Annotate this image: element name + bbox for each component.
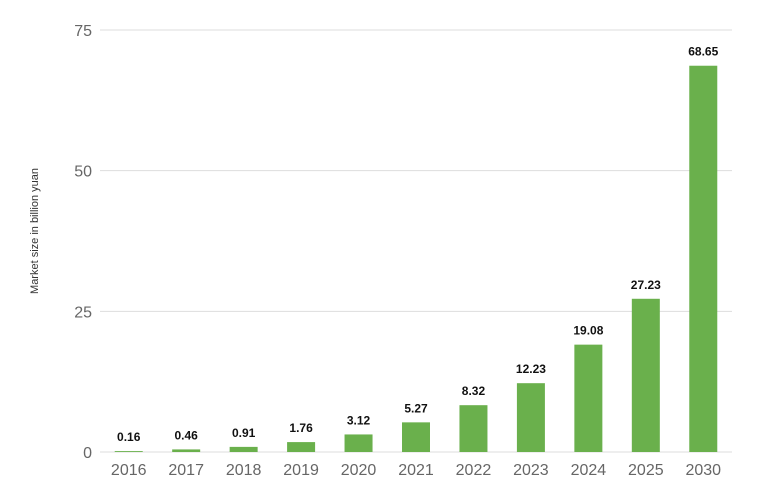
bar bbox=[344, 434, 373, 452]
x-tick-label: 2020 bbox=[341, 462, 377, 479]
bar bbox=[689, 65, 718, 452]
data-label: 0.16 bbox=[117, 430, 141, 444]
data-label: 3.12 bbox=[347, 413, 371, 427]
bar bbox=[287, 442, 316, 452]
x-tick-label: 2016 bbox=[111, 462, 147, 479]
x-tick-label: 2023 bbox=[513, 462, 549, 479]
data-label: 0.46 bbox=[175, 428, 199, 442]
x-tick-label: 2022 bbox=[456, 462, 492, 479]
bar bbox=[574, 344, 603, 452]
bar bbox=[459, 405, 488, 452]
y-tick-label: 75 bbox=[74, 23, 92, 40]
x-tick-label: 2025 bbox=[628, 462, 664, 479]
bar bbox=[229, 446, 258, 452]
data-label: 8.32 bbox=[462, 384, 486, 398]
bar bbox=[631, 298, 660, 452]
data-label: 19.08 bbox=[573, 324, 603, 338]
data-label: 27.23 bbox=[631, 278, 661, 292]
y-axis-ticks: 0 25 50 75 bbox=[74, 23, 92, 462]
data-label: 5.27 bbox=[404, 401, 428, 415]
bar bbox=[402, 422, 430, 452]
bars bbox=[114, 65, 718, 452]
data-labels: 0.16 0.46 0.91 1.76 3.12 5.27 8.32 12.23 19.08 27… bbox=[117, 45, 719, 444]
y-tick-label: 50 bbox=[74, 164, 92, 181]
y-tick-label: 0 bbox=[83, 445, 92, 462]
data-label: 1.76 bbox=[289, 421, 313, 435]
data-label: 0.91 bbox=[232, 426, 256, 440]
data-label: 12.23 bbox=[516, 362, 546, 376]
x-tick-label: 2030 bbox=[685, 462, 721, 479]
data-label: 68.65 bbox=[688, 45, 718, 59]
x-tick-label: 2021 bbox=[398, 462, 434, 479]
x-tick-label: 2017 bbox=[168, 462, 204, 479]
bar bbox=[516, 383, 545, 452]
x-tick-label: 2018 bbox=[226, 462, 262, 479]
bar bbox=[172, 449, 201, 452]
y-tick-label: 25 bbox=[74, 304, 92, 321]
x-tick-label: 2024 bbox=[571, 462, 607, 479]
x-tick-label: 2019 bbox=[283, 462, 319, 479]
y-axis-title: Market size in billion yuan bbox=[29, 168, 41, 294]
x-axis-ticks: 2016 2017 2018 2019 2020 2021 2022 2023 2024 2025… bbox=[111, 462, 721, 479]
bar bbox=[114, 451, 143, 452]
